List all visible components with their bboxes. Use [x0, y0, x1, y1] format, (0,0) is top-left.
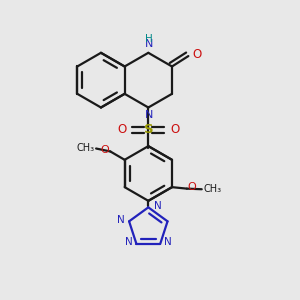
Text: O: O: [170, 123, 180, 136]
Text: N: N: [164, 237, 172, 247]
Text: N: N: [125, 237, 133, 247]
Text: CH₃: CH₃: [76, 143, 94, 153]
Text: N: N: [154, 201, 161, 211]
Text: O: O: [192, 48, 201, 61]
Text: O: O: [117, 123, 126, 136]
Text: CH₃: CH₃: [203, 184, 221, 194]
Text: N: N: [117, 215, 125, 225]
Text: N: N: [145, 39, 153, 49]
Text: H: H: [145, 34, 153, 44]
Text: O: O: [188, 182, 197, 192]
Text: N: N: [144, 110, 153, 121]
Text: O: O: [101, 145, 110, 155]
Text: S: S: [143, 123, 153, 136]
